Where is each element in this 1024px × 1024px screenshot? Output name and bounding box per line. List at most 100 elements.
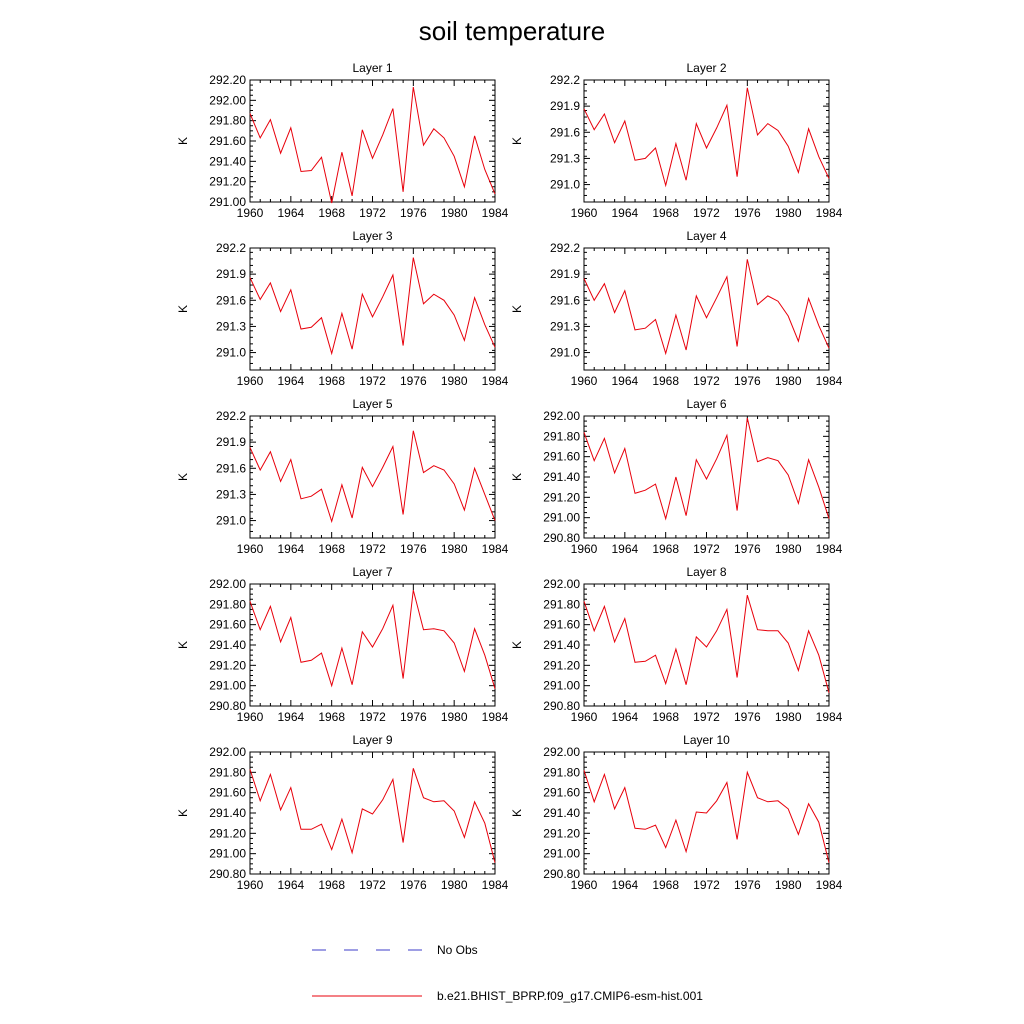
chart-panel-layer-1: Layer 1 K 1960 1964 1968 1972 1976 1980 1984 291.… bbox=[176, 61, 509, 220]
y-tick-label: 291.3 bbox=[550, 151, 580, 165]
y-tick-label: 291.9 bbox=[550, 99, 580, 113]
y-tick-label: 291.00 bbox=[209, 195, 246, 209]
series-line-model bbox=[249, 87, 496, 204]
y-tick-label: 291.0 bbox=[550, 346, 580, 360]
x-tick-label: 1972 bbox=[693, 710, 720, 724]
y-tick-label: 291.9 bbox=[216, 435, 246, 449]
y-tick-label: 291.80 bbox=[209, 765, 246, 779]
y-tick-label: 291.6 bbox=[550, 293, 580, 307]
panel-title: Layer 2 bbox=[686, 61, 726, 75]
chart-panel-layer-7: Layer 7 K 1960 1964 1968 1972 1976 1980 1984 290.… bbox=[176, 565, 509, 724]
x-tick-label: 1976 bbox=[400, 206, 427, 220]
x-tick-label: 1984 bbox=[816, 374, 843, 388]
chart-panel-layer-6: Layer 6 K 1960 1964 1968 1972 1976 1980 1984 290.… bbox=[510, 397, 843, 556]
x-tick-label: 1980 bbox=[441, 878, 468, 892]
y-axis-label: K bbox=[510, 137, 524, 145]
y-tick-label: 291.6 bbox=[550, 125, 580, 139]
series-line-model bbox=[583, 87, 830, 188]
x-tick-label: 1964 bbox=[611, 206, 638, 220]
x-tick-label: 1964 bbox=[277, 542, 304, 556]
x-tick-label: 1960 bbox=[571, 710, 598, 724]
x-tick-label: 1976 bbox=[734, 878, 761, 892]
y-tick-label: 291.80 bbox=[543, 597, 580, 611]
y-tick-label: 291.60 bbox=[543, 450, 580, 464]
y-tick-label: 291.00 bbox=[543, 679, 580, 693]
x-tick-label: 1972 bbox=[693, 542, 720, 556]
x-tick-label: 1972 bbox=[693, 878, 720, 892]
x-tick-label: 1980 bbox=[775, 374, 802, 388]
x-tick-label: 1964 bbox=[277, 374, 304, 388]
y-tick-label: 292.00 bbox=[209, 745, 246, 759]
x-tick-label: 1964 bbox=[611, 878, 638, 892]
x-tick-label: 1980 bbox=[775, 878, 802, 892]
series-line-model bbox=[583, 417, 830, 521]
x-tick-label: 1984 bbox=[482, 542, 509, 556]
series-line-model bbox=[249, 257, 496, 356]
series-line-model bbox=[583, 770, 830, 863]
y-tick-label: 292.20 bbox=[209, 73, 246, 87]
x-tick-label: 1972 bbox=[359, 374, 386, 388]
x-tick-label: 1984 bbox=[816, 710, 843, 724]
y-tick-label: 291.0 bbox=[216, 514, 246, 528]
plot-frame bbox=[249, 751, 496, 875]
y-tick-label: 291.0 bbox=[550, 178, 580, 192]
y-tick-label: 291.0 bbox=[216, 346, 246, 360]
x-tick-label: 1976 bbox=[734, 542, 761, 556]
x-tick-label: 1976 bbox=[400, 878, 427, 892]
x-tick-label: 1960 bbox=[237, 878, 264, 892]
y-tick-label: 291.3 bbox=[216, 319, 246, 333]
x-tick-label: 1984 bbox=[816, 542, 843, 556]
y-tick-label: 291.80 bbox=[209, 597, 246, 611]
x-tick-label: 1964 bbox=[611, 710, 638, 724]
panel-title: Layer 8 bbox=[686, 565, 726, 579]
y-axis-label: K bbox=[176, 305, 190, 313]
y-tick-label: 291.80 bbox=[543, 765, 580, 779]
series-line-model bbox=[583, 259, 830, 356]
plot-frame bbox=[249, 415, 496, 539]
y-tick-label: 291.00 bbox=[209, 847, 246, 861]
x-tick-label: 1972 bbox=[359, 878, 386, 892]
y-tick-label: 291.60 bbox=[543, 618, 580, 632]
x-tick-label: 1976 bbox=[400, 542, 427, 556]
chart-panel-layer-2: Layer 2 K 1960 1964 1968 1972 1976 1980 1984 291.… bbox=[510, 61, 843, 220]
panel-title: Layer 7 bbox=[352, 565, 392, 579]
panel-title: Layer 9 bbox=[352, 733, 392, 747]
x-tick-label: 1984 bbox=[482, 878, 509, 892]
x-tick-label: 1976 bbox=[400, 710, 427, 724]
y-tick-label: 291.00 bbox=[543, 847, 580, 861]
y-tick-label: 291.00 bbox=[543, 511, 580, 525]
figure-title: soil temperature bbox=[419, 16, 605, 46]
x-tick-label: 1980 bbox=[775, 710, 802, 724]
chart-panel-layer-9: Layer 9 K 1960 1964 1968 1972 1976 1980 1984 290.… bbox=[176, 733, 509, 892]
y-tick-label: 291.3 bbox=[216, 487, 246, 501]
y-tick-label: 291.40 bbox=[543, 638, 580, 652]
x-tick-label: 1984 bbox=[816, 878, 843, 892]
y-tick-label: 291.40 bbox=[209, 154, 246, 168]
y-tick-label: 291.20 bbox=[543, 826, 580, 840]
chart-panel-layer-4: Layer 4 K 1960 1964 1968 1972 1976 1980 1984 291.… bbox=[510, 229, 843, 388]
y-axis-label: K bbox=[510, 641, 524, 649]
y-tick-label: 292.00 bbox=[209, 93, 246, 107]
x-tick-label: 1968 bbox=[318, 374, 345, 388]
y-tick-label: 291.40 bbox=[543, 806, 580, 820]
x-tick-label: 1960 bbox=[571, 374, 598, 388]
y-tick-label: 292.00 bbox=[543, 577, 580, 591]
y-tick-label: 291.60 bbox=[543, 786, 580, 800]
y-axis-label: K bbox=[176, 641, 190, 649]
legend: No Obs b.e21.BHIST_BPRP.f09_g17.CMIP6-es… bbox=[312, 943, 703, 1003]
panel-title: Layer 5 bbox=[352, 397, 392, 411]
x-tick-label: 1964 bbox=[277, 206, 304, 220]
plot-frame bbox=[249, 79, 496, 203]
x-tick-label: 1972 bbox=[359, 542, 386, 556]
legend-model-label: b.e21.BHIST_BPRP.f09_g17.CMIP6-esm-hist.… bbox=[437, 989, 703, 1003]
y-tick-label: 291.40 bbox=[543, 470, 580, 484]
y-tick-label: 291.6 bbox=[216, 461, 246, 475]
y-tick-label: 291.20 bbox=[209, 658, 246, 672]
y-tick-label: 291.9 bbox=[216, 267, 246, 281]
x-tick-label: 1976 bbox=[400, 374, 427, 388]
x-tick-label: 1972 bbox=[359, 710, 386, 724]
y-tick-label: 291.9 bbox=[550, 267, 580, 281]
y-tick-label: 292.2 bbox=[550, 241, 580, 255]
x-tick-label: 1972 bbox=[693, 206, 720, 220]
